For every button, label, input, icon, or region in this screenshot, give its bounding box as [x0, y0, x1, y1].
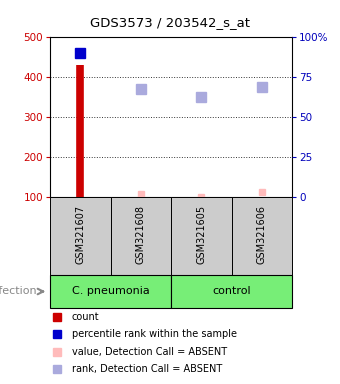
- Bar: [50, 197, 110, 275]
- Bar: [171, 197, 232, 275]
- Bar: [232, 197, 292, 275]
- Text: C. pneumonia: C. pneumonia: [72, 286, 149, 296]
- Text: control: control: [212, 286, 251, 296]
- Text: rank, Detection Call = ABSENT: rank, Detection Call = ABSENT: [72, 364, 222, 374]
- Text: percentile rank within the sample: percentile rank within the sample: [72, 329, 237, 339]
- Text: GDS3573 / 203542_s_at: GDS3573 / 203542_s_at: [90, 16, 250, 29]
- Text: infection: infection: [0, 286, 36, 296]
- Text: GSM321607: GSM321607: [75, 205, 85, 264]
- Text: GSM321608: GSM321608: [136, 205, 146, 264]
- Bar: [110, 197, 171, 275]
- Text: value, Detection Call = ABSENT: value, Detection Call = ABSENT: [72, 347, 227, 357]
- Bar: [50, 275, 171, 308]
- Text: count: count: [72, 312, 99, 322]
- Text: GSM321605: GSM321605: [196, 205, 206, 264]
- Text: GSM321606: GSM321606: [257, 205, 267, 264]
- Bar: [171, 275, 292, 308]
